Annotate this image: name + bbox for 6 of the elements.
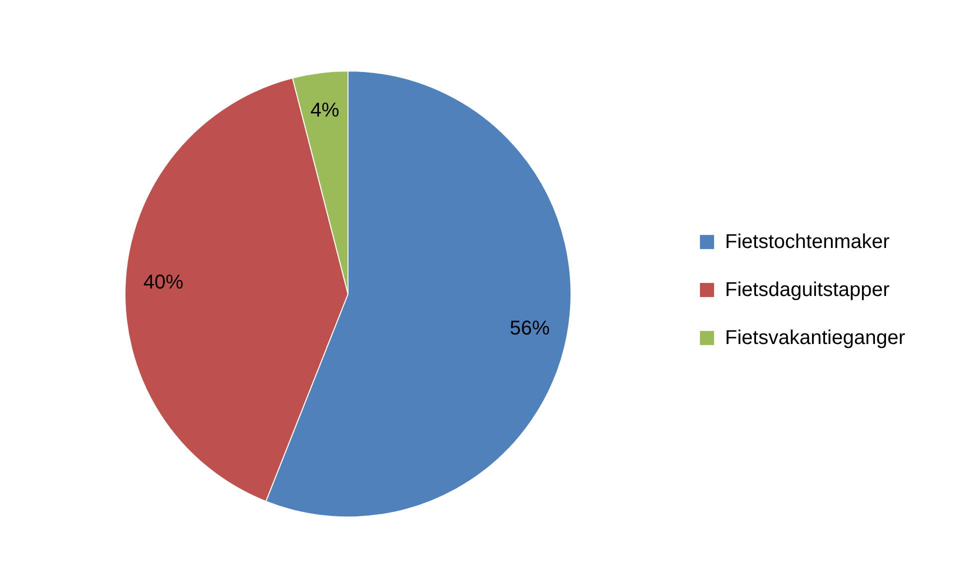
legend-label: Fietsdaguitstapper [725, 279, 890, 301]
data-label: 4% [310, 99, 340, 122]
legend-label: Fietstochtenmaker [725, 231, 890, 253]
data-label: 40% [143, 271, 184, 294]
legend-label: Fietsvakantieganger [725, 327, 906, 349]
data-label: 56% [510, 318, 550, 340]
